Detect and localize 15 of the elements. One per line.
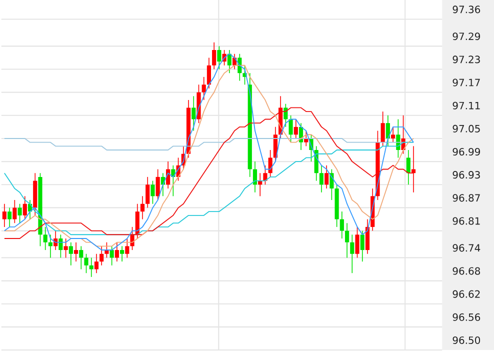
y-tick-label: 97.29 [452,32,480,40]
y-tick-label: 96.81 [452,217,480,225]
y-tick-label: 97.11 [452,102,480,110]
y-tick-label: 96.68 [452,267,480,275]
y-tick-label: 97.23 [452,56,480,64]
y-tick-label: 96.93 [452,170,480,179]
y-tick-label: 96.74 [452,244,480,252]
y-tick-label: 96.56 [452,313,480,321]
y-tick-label: 96.50 [452,336,480,344]
y-tick-label: 96.62 [452,290,480,298]
y-tick-label: 96.87 [452,194,480,202]
y-tick-label: 97.05 [452,124,480,132]
y-tick-label: 97.17 [452,78,480,86]
y-tick-label: 96.99 [452,148,480,156]
y-tick-label: 97.36 [452,6,480,14]
